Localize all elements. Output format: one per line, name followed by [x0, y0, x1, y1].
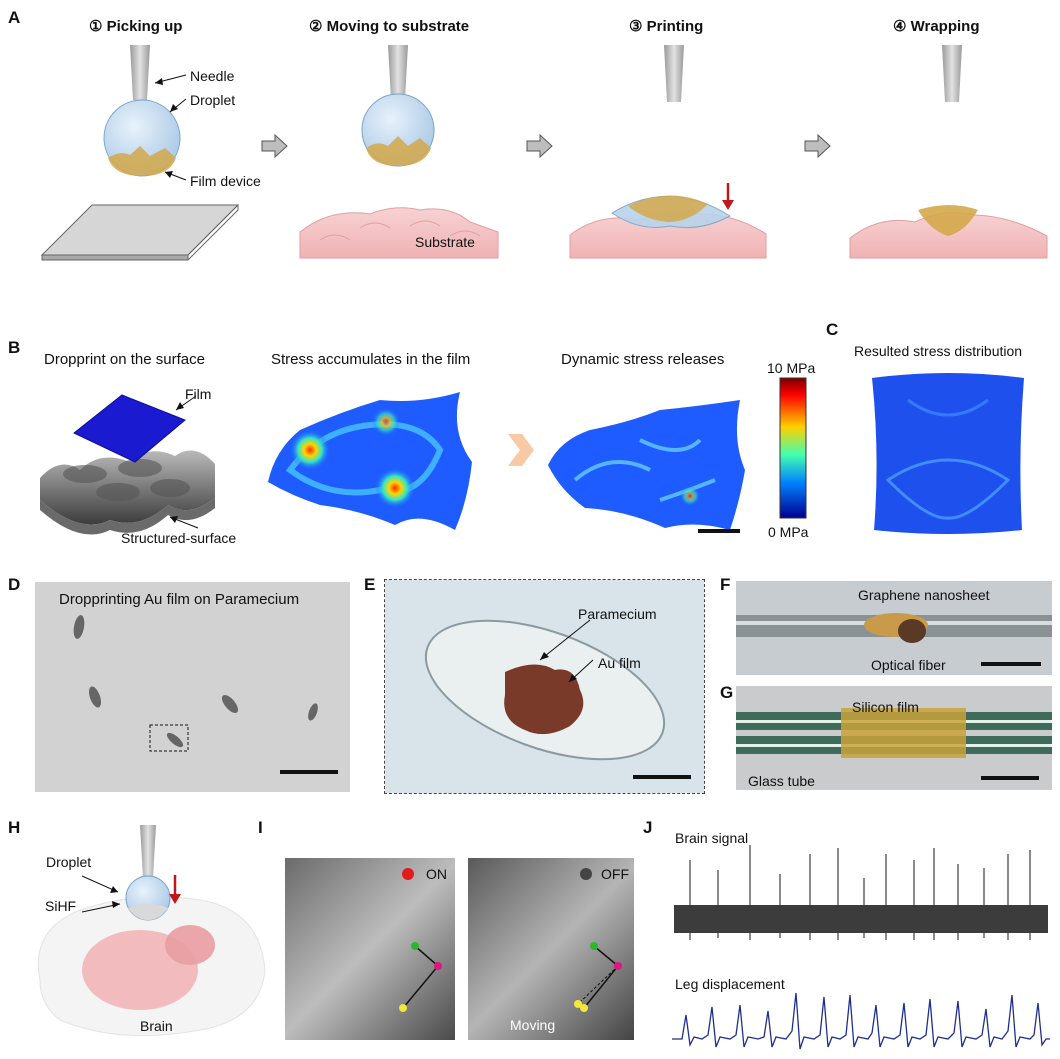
- mouse-photo-on: [285, 858, 455, 1040]
- label-on: ON: [426, 866, 447, 882]
- arrow-icon: [804, 133, 831, 159]
- brain-illustration: [37, 825, 266, 1037]
- needle-icon: [130, 45, 150, 100]
- label-needle: Needle: [190, 68, 235, 84]
- brain-signal-trace: [674, 845, 1048, 940]
- colorbar-min: 0 MPa: [768, 524, 809, 540]
- status-dot-on: [402, 868, 414, 880]
- au-film: [504, 664, 584, 735]
- label-optical-fiber: Optical fiber: [871, 657, 946, 673]
- colorbar-max: 10 MPa: [767, 360, 816, 376]
- paramecium-micrograph: [35, 582, 350, 792]
- label-au-film: Au film: [598, 655, 641, 671]
- label-droplet: Droplet: [190, 92, 236, 108]
- label-droplet-h: Droplet: [46, 854, 92, 870]
- film-sheet: [73, 394, 186, 463]
- panel-label-a: A: [8, 8, 21, 27]
- leg-displacement-trace: [672, 992, 1050, 1050]
- panel-label-b: B: [8, 338, 21, 357]
- label-substrate: Substrate: [415, 234, 475, 250]
- paramecium-closeup: [384, 579, 705, 794]
- chevron-right-icon: [508, 434, 534, 466]
- panel-label-c: C: [826, 320, 839, 339]
- scale-bar: [981, 776, 1039, 780]
- label-off: OFF: [601, 866, 629, 882]
- step-wrapping: ④ Wrapping: [893, 18, 980, 35]
- label-glass-tube: Glass tube: [748, 773, 815, 789]
- title-dropprinting-au: Dropprinting Au film on Paramecium: [59, 591, 300, 608]
- needle-icon: [942, 45, 962, 102]
- panel-label-i: I: [258, 818, 263, 837]
- label-paramecium: Paramecium: [578, 606, 657, 622]
- panel-label-d: D: [8, 575, 21, 594]
- panel-b-illustration: [40, 377, 807, 535]
- mouse-photo-off: [468, 858, 634, 1040]
- scale-bar: [981, 662, 1041, 666]
- label-silicon-film: Silicon film: [852, 699, 919, 715]
- label-structured-surface: Structured-surface: [121, 530, 237, 546]
- stress-map-released: [548, 400, 745, 530]
- optical-fiber-photo: [736, 581, 1052, 675]
- panel-label-j: J: [643, 818, 653, 837]
- arrow-icon: [526, 133, 553, 159]
- label-leg-displacement: Leg displacement: [675, 976, 785, 992]
- stress-distribution-map: [872, 373, 1024, 534]
- title-resulted-stress: Resulted stress distribution: [854, 343, 1023, 359]
- title-dropprint-surface: Dropprint on the surface: [44, 351, 205, 368]
- status-dot-off: [580, 868, 592, 880]
- scale-bar: [633, 775, 691, 779]
- flat-substrate: [40, 204, 240, 256]
- panel-label-g: G: [720, 683, 734, 702]
- step-printing: ③ Printing: [629, 18, 704, 35]
- wrapped-film: [918, 205, 978, 236]
- film-device-icon: [108, 146, 176, 176]
- needle-icon: [388, 45, 408, 100]
- label-film-device: Film device: [190, 173, 261, 189]
- panel-label-h: H: [8, 818, 21, 837]
- silicon-film: [841, 708, 966, 758]
- label-brain-signal: Brain signal: [675, 830, 749, 846]
- label-film: Film: [185, 386, 212, 402]
- scale-bar: [698, 529, 740, 533]
- title-stress-accumulates: Stress accumulates in the film: [271, 351, 471, 368]
- panel-label-e: E: [364, 575, 376, 594]
- step-picking-up: ① Picking up: [89, 18, 183, 35]
- panel-a-illustration: [40, 45, 1048, 261]
- panel-label-f: F: [720, 575, 731, 594]
- needle-icon: [664, 45, 684, 102]
- label-sihf: SiHF: [45, 898, 77, 914]
- colorbar: [779, 377, 807, 519]
- step-moving: ② Moving to substrate: [309, 18, 470, 35]
- tissue-substrate: [299, 207, 499, 259]
- label-moving: Moving: [510, 1017, 556, 1033]
- stress-map-accumulated: [268, 392, 472, 530]
- needle-icon: [140, 825, 156, 878]
- arrow-icon: [261, 133, 288, 159]
- label-graphene: Graphene nanosheet: [858, 587, 990, 603]
- scale-bar: [280, 770, 338, 774]
- label-brain: Brain: [140, 1018, 173, 1034]
- glass-tube-photo: [736, 686, 1052, 790]
- title-stress-releases: Dynamic stress releases: [561, 351, 725, 368]
